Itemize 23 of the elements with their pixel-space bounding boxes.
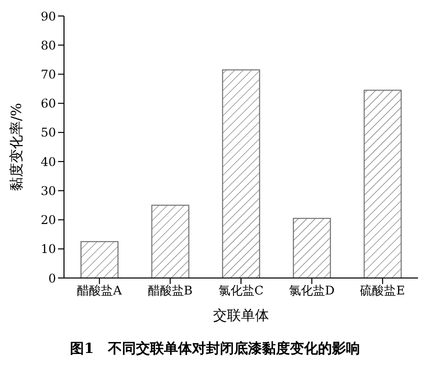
y-tick-label: 80 [40,38,56,52]
x-tick-label: 氯化盐C [218,284,264,298]
y-tick-label: 10 [40,242,56,256]
y-tick-label: 30 [40,184,56,198]
bar [222,69,260,278]
bar [80,241,118,278]
y-tick-label: 40 [40,154,56,169]
bar [292,218,331,278]
x-tick-label: 氯化盐D [288,284,335,298]
x-tick-label: 醋酸盐B [148,284,193,298]
bar [364,90,402,278]
y-tick-label: 50 [40,126,56,140]
y-tick-label: 20 [40,213,56,228]
x-tick-label: 醋酸盐A [77,284,122,298]
y-tick-label: 60 [40,96,56,111]
y-tick-label: 0 [48,271,56,286]
text: 图1 不同交联单体对封闭底漆黏度变化的影响 [69,340,361,358]
x-tick-label: 硫酸盐E [360,284,405,298]
y-axis-title: 黏度变化率/% [8,102,25,192]
bar [151,204,190,278]
x-axis-title: 交联单体 [213,308,269,324]
y-tick-label: 70 [40,67,56,82]
y-tick-label: 90 [40,9,56,24]
